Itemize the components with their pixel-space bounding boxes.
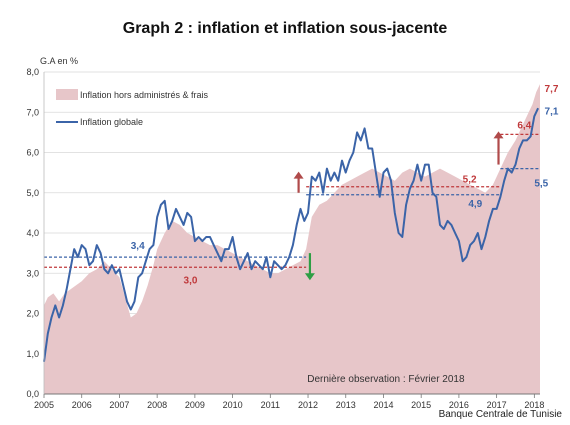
- reference-label: 5,2: [463, 175, 477, 186]
- x-tick-label: 2012: [298, 400, 318, 410]
- x-tick-label: 2006: [72, 400, 92, 410]
- y-tick-label: 6,0: [26, 148, 39, 158]
- x-tick-label: 2016: [449, 400, 469, 410]
- x-tick-label: 2015: [411, 400, 431, 410]
- last-observation-note: Dernière observation : Février 2018: [307, 374, 465, 385]
- y-tick-label: 8,0: [26, 67, 39, 77]
- y-axis-label: G.A en %: [40, 56, 78, 66]
- source-credit: Banque Centrale de Tunisie: [438, 409, 562, 420]
- legend-label-area: Inflation hors administrés & frais: [80, 90, 209, 100]
- reference-label: 4,9: [468, 199, 482, 210]
- reference-label: 6,4: [517, 120, 531, 131]
- x-tick-label: 2013: [336, 400, 356, 410]
- y-tick-label: 3,0: [26, 268, 39, 278]
- legend-swatch-area: [56, 89, 78, 100]
- x-tick-label: 2017: [487, 400, 507, 410]
- y-tick-label: 4,0: [26, 228, 39, 238]
- x-tick-label: 2018: [524, 400, 544, 410]
- arrow-head: [304, 273, 315, 281]
- y-tick-label: 0,0: [26, 389, 39, 399]
- x-tick-label: 2005: [34, 400, 54, 410]
- end-value-label: 7,7: [545, 84, 559, 95]
- x-tick-label: 2010: [223, 400, 243, 410]
- legend: Inflation hors administrés & frais Inflat…: [56, 89, 209, 127]
- y-tick-label: 5,0: [26, 188, 39, 198]
- x-tick-label: 2014: [373, 400, 393, 410]
- end-value-label: 7,1: [545, 106, 559, 117]
- x-tick-label: 2009: [185, 400, 205, 410]
- chart-title: Graph 2 : inflation et inflation sous-ja…: [122, 20, 448, 37]
- labels-layer: 3,4 3,0 5,2 4,9 6,4 5,5 7,7 7,1 Dernière observa…: [131, 84, 559, 385]
- y-tick-label: 7,0: [26, 107, 39, 117]
- legend-label-line: Inflation globale: [80, 117, 143, 127]
- reference-label: 3,0: [184, 275, 198, 286]
- area-series-layer: [44, 84, 540, 394]
- area-series-core-inflation: [44, 84, 540, 394]
- x-tick-label: 2008: [147, 400, 167, 410]
- line-series-layer: [43, 107, 540, 362]
- line-series-headline-inflation: [43, 107, 540, 362]
- arrow-head: [293, 171, 304, 179]
- y-tick-label: 1,0: [26, 349, 39, 359]
- reference-label: 5,5: [534, 179, 548, 190]
- x-tick-label: 2007: [109, 400, 129, 410]
- axes-layer: 0,0 1,0 2,0 3,0 4,0 5,0 6,0 7,0 8,0 2005 2006 2007 2…: [26, 56, 544, 410]
- arrow-head: [493, 131, 504, 139]
- reference-label: 3,4: [131, 241, 145, 252]
- y-tick-label: 2,0: [26, 309, 39, 319]
- x-tick-label: 2011: [261, 400, 280, 410]
- arrows-layer: [293, 131, 504, 281]
